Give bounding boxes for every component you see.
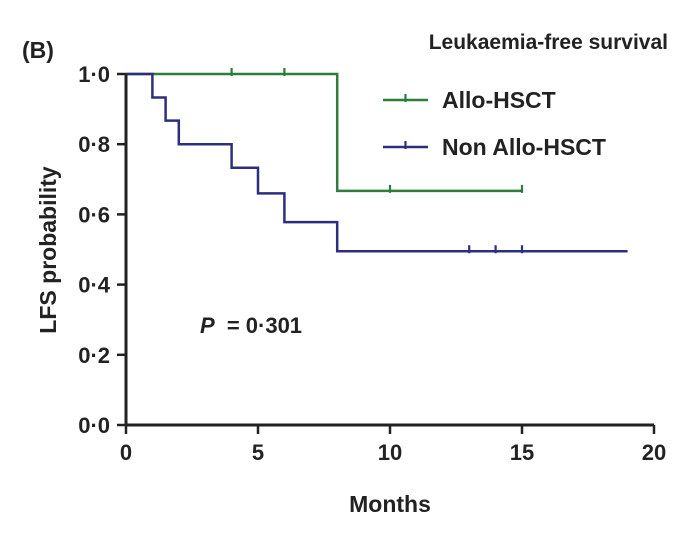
y-tick-label: 0·0 bbox=[78, 413, 110, 438]
x-tick-label: 20 bbox=[642, 440, 666, 465]
x-axis-ticks: 0 5 10 15 20 bbox=[120, 425, 666, 465]
series-line-2 bbox=[126, 72, 628, 253]
x-tick-label: 0 bbox=[120, 440, 132, 465]
p-value-symbol: P bbox=[200, 313, 215, 338]
p-value-annotation: P = 0·301 bbox=[200, 313, 302, 338]
y-tick-label: 0·6 bbox=[78, 202, 110, 227]
y-tick-label: 1·0 bbox=[78, 62, 110, 87]
chart-title: Leukaemia-free survival bbox=[429, 31, 668, 54]
legend-label: Non Allo-HSCT bbox=[442, 134, 606, 160]
y-tick-label: 0·8 bbox=[78, 132, 110, 157]
y-axis-ticks: 0·0 0·2 0·4 0·6 0·8 1·0 bbox=[78, 62, 126, 438]
plot-area bbox=[126, 68, 628, 254]
legend: Allo-HSCT Non Allo-HSCT bbox=[383, 87, 606, 160]
x-tick-label: 15 bbox=[510, 440, 534, 465]
x-tick-label: 5 bbox=[252, 440, 264, 465]
x-tick-label: 10 bbox=[378, 440, 402, 465]
x-axis-title: Months bbox=[349, 491, 431, 517]
p-value-text: = 0·301 bbox=[227, 313, 302, 338]
y-tick-label: 0·4 bbox=[78, 273, 111, 298]
y-tick-label: 0·2 bbox=[78, 343, 110, 368]
panel-label: (B) bbox=[22, 37, 54, 63]
legend-label: Allo-HSCT bbox=[442, 87, 556, 113]
y-axis-title: LFS probability bbox=[35, 166, 61, 334]
